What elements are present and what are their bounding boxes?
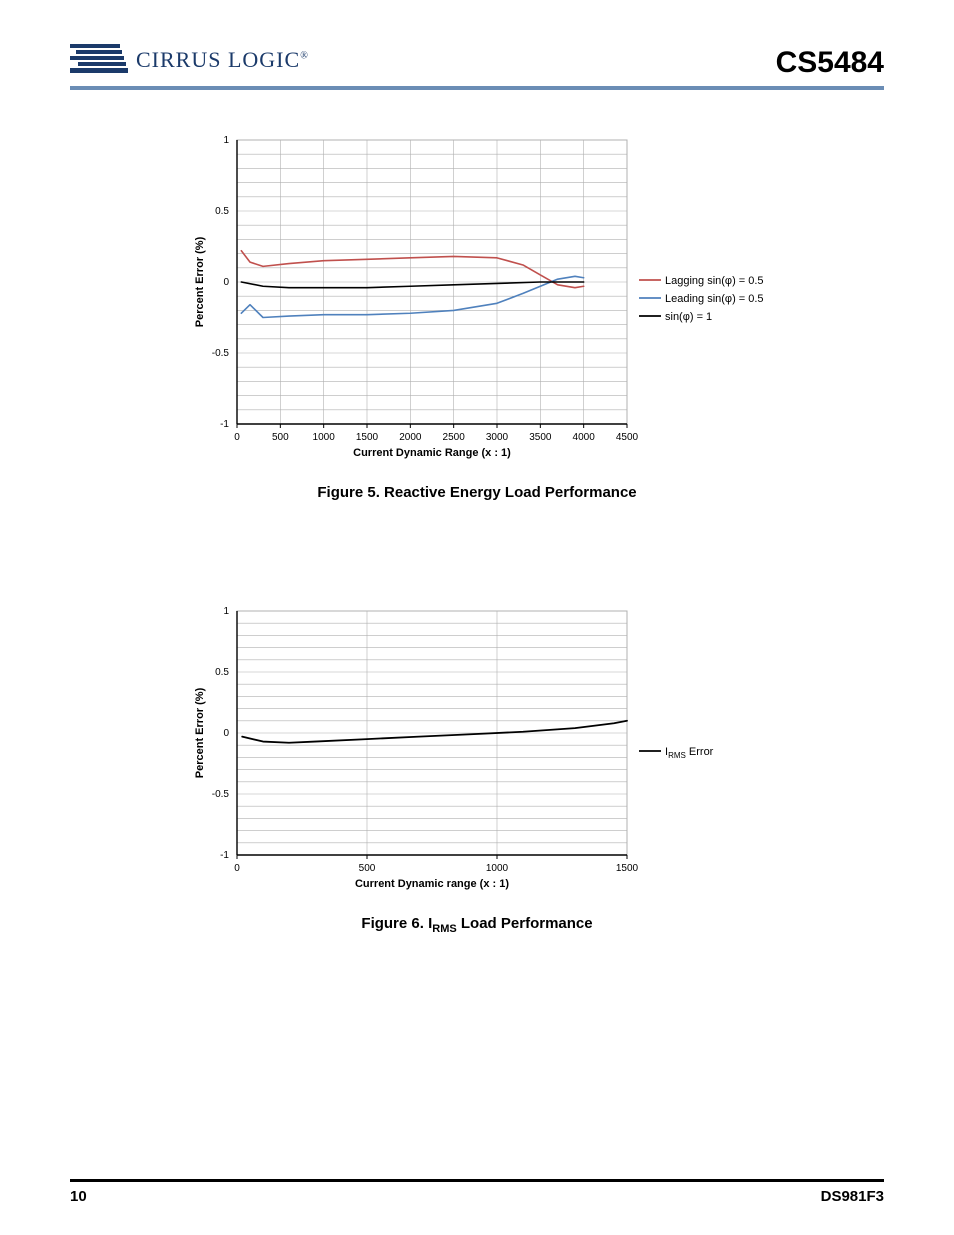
svg-text:Current Dynamic range (x : 1): Current Dynamic range (x : 1) [355, 878, 509, 890]
footer-divider [70, 1179, 884, 1182]
chart-irms: 0 500 1000 1500 -1 -0.5 0 0.5 1 Current Dynamic r… [177, 601, 777, 901]
svg-text:0.5: 0.5 [215, 667, 229, 678]
svg-text:-1: -1 [220, 850, 229, 861]
figure-5: 0 500 1000 1500 2000 2500 3000 3500 4000 4500 -1 -0… [177, 130, 777, 501]
figure-5-caption: Figure 5. Reactive Energy Load Performan… [177, 484, 777, 501]
logo-icon [70, 40, 130, 80]
chart-reactive-energy: 0 500 1000 1500 2000 2500 3000 3500 4000 4500 -1 -0… [177, 130, 777, 470]
svg-text:1000: 1000 [486, 863, 509, 874]
svg-text:-0.5: -0.5 [212, 348, 230, 359]
figure-6: 0 500 1000 1500 -1 -0.5 0 0.5 1 Current Dynamic r… [177, 601, 777, 935]
page-header: CIRRUS LOGIC® CS5484 [70, 40, 884, 80]
svg-text:-1: -1 [220, 419, 229, 430]
svg-text:1500: 1500 [356, 432, 379, 443]
page-number: 10 [70, 1188, 87, 1205]
svg-text:0.5: 0.5 [215, 206, 229, 217]
svg-text:1: 1 [223, 135, 229, 146]
svg-text:Lagging sin(φ) = 0.5: Lagging sin(φ) = 0.5 [665, 275, 764, 287]
svg-text:2500: 2500 [443, 432, 466, 443]
svg-text:0: 0 [234, 432, 240, 443]
svg-text:Percent Error (%): Percent Error (%) [194, 687, 206, 778]
svg-text:0: 0 [223, 728, 229, 739]
part-number: CS5484 [776, 46, 884, 80]
company-logo: CIRRUS LOGIC® [70, 40, 309, 80]
svg-text:Percent Error (%): Percent Error (%) [194, 236, 206, 327]
svg-text:0: 0 [223, 277, 229, 288]
svg-text:1000: 1000 [313, 432, 336, 443]
svg-text:3500: 3500 [529, 432, 552, 443]
svg-text:IRMS Error: IRMS Error [665, 746, 714, 760]
company-name: CIRRUS LOGIC® [136, 47, 309, 73]
svg-text:Leading sin(φ) = 0.5: Leading sin(φ) = 0.5 [665, 293, 764, 305]
svg-text:4000: 4000 [573, 432, 596, 443]
svg-text:4500: 4500 [616, 432, 639, 443]
figure-6-caption: Figure 6. IRMS Load Performance [177, 915, 777, 935]
svg-text:500: 500 [359, 863, 376, 874]
svg-text:Current Dynamic Range (x : 1): Current Dynamic Range (x : 1) [353, 447, 511, 459]
header-divider [70, 86, 884, 90]
svg-text:-0.5: -0.5 [212, 789, 230, 800]
doc-code: DS981F3 [821, 1188, 884, 1205]
svg-text:1500: 1500 [616, 863, 639, 874]
svg-text:3000: 3000 [486, 432, 509, 443]
page-footer: 10 DS981F3 [70, 1179, 884, 1205]
svg-text:0: 0 [234, 863, 240, 874]
svg-text:2000: 2000 [399, 432, 422, 443]
svg-text:1: 1 [223, 606, 229, 617]
svg-text:sin(φ) = 1: sin(φ) = 1 [665, 311, 712, 323]
svg-text:500: 500 [272, 432, 289, 443]
